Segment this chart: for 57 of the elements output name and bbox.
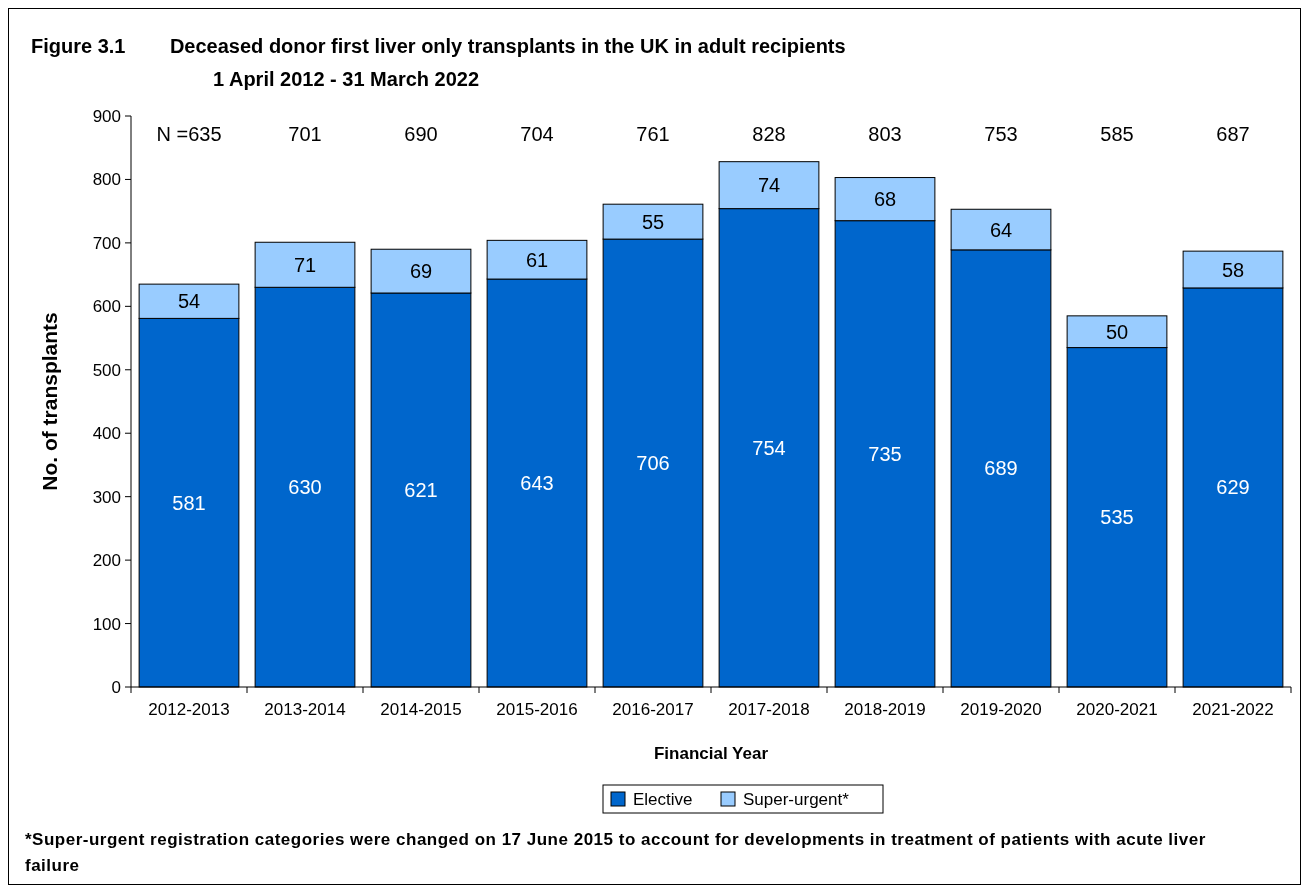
- chart-title: Figure 3.1 Deceased donor first liver only transplants in the UK in adult recipients: [31, 35, 846, 57]
- x-tick-label: 2017-2018: [728, 700, 810, 719]
- data-label: 643: [520, 472, 554, 495]
- x-tick-label: 2013-2014: [264, 700, 346, 719]
- data-label: 58: [1221, 258, 1245, 281]
- y-tick-label: 600: [92, 297, 121, 317]
- y-tick-label: 500: [92, 360, 121, 380]
- annotation: 690: [404, 123, 438, 145]
- y-axis-title: No. of transplants: [38, 312, 61, 491]
- x-tick-label: 2014-2015: [380, 700, 462, 719]
- y-tick-label: 200: [92, 551, 121, 571]
- y-tick-label: 100: [92, 614, 121, 634]
- legend-label: Super-urgent*: [743, 789, 850, 809]
- data-label: 61: [525, 248, 549, 271]
- data-label: 71: [293, 253, 317, 276]
- data-label: 630: [288, 476, 322, 499]
- annotation: 828: [752, 123, 786, 145]
- data-label: 74: [757, 174, 781, 197]
- x-tick-label: 2016-2017: [612, 700, 694, 719]
- y-tick-label: 900: [92, 106, 121, 126]
- data-label: 535: [1100, 506, 1134, 529]
- data-label: 689: [984, 457, 1018, 480]
- data-label: 621: [404, 479, 438, 502]
- annotation: N =635: [156, 123, 222, 145]
- data-label: 629: [1216, 476, 1250, 499]
- annotation: 753: [984, 123, 1018, 145]
- x-tick-label: 2018-2019: [844, 700, 926, 719]
- annotation: 701: [288, 123, 322, 145]
- data-label: 706: [636, 452, 670, 475]
- legend-label: Elective: [633, 789, 693, 809]
- data-label: 754: [752, 436, 786, 459]
- annotation: 803: [868, 123, 902, 145]
- y-tick-label: 300: [92, 487, 121, 507]
- chart-subtitle: 1 April 2012 - 31 March 2022: [213, 68, 480, 90]
- data-label: 64: [989, 218, 1013, 241]
- annotation: 704: [520, 123, 554, 145]
- data-label: 55: [641, 210, 665, 233]
- x-tick-label: 2015-2016: [496, 700, 578, 719]
- x-axis-title: Financial Year: [653, 744, 769, 763]
- x-tick-label: 2019-2020: [960, 700, 1042, 719]
- text: *Super-urgent registration categories were changed on 17 June 2015 to account for developments in treatment of patients with acute liver failure: [25, 829, 1207, 877]
- y-tick-label: 800: [92, 170, 121, 190]
- x-tick-label: 2021-2022: [1192, 700, 1274, 719]
- y-tick-label: 400: [92, 424, 121, 444]
- y-tick-label: 700: [92, 233, 121, 253]
- data-label: 50: [1105, 320, 1129, 343]
- data-label: 581: [172, 491, 206, 514]
- annotation: 761: [636, 123, 670, 145]
- data-label: 735: [868, 442, 902, 465]
- annotation: 585: [1100, 123, 1134, 145]
- data-label: 69: [409, 260, 433, 283]
- y-tick-label: 0: [111, 677, 121, 697]
- x-tick-label: 2020-2021: [1076, 700, 1158, 719]
- data-label: 68: [873, 188, 897, 211]
- x-tick-label: 2012-2013: [148, 700, 230, 719]
- data-label: 54: [177, 290, 201, 313]
- annotation: 687: [1216, 123, 1250, 145]
